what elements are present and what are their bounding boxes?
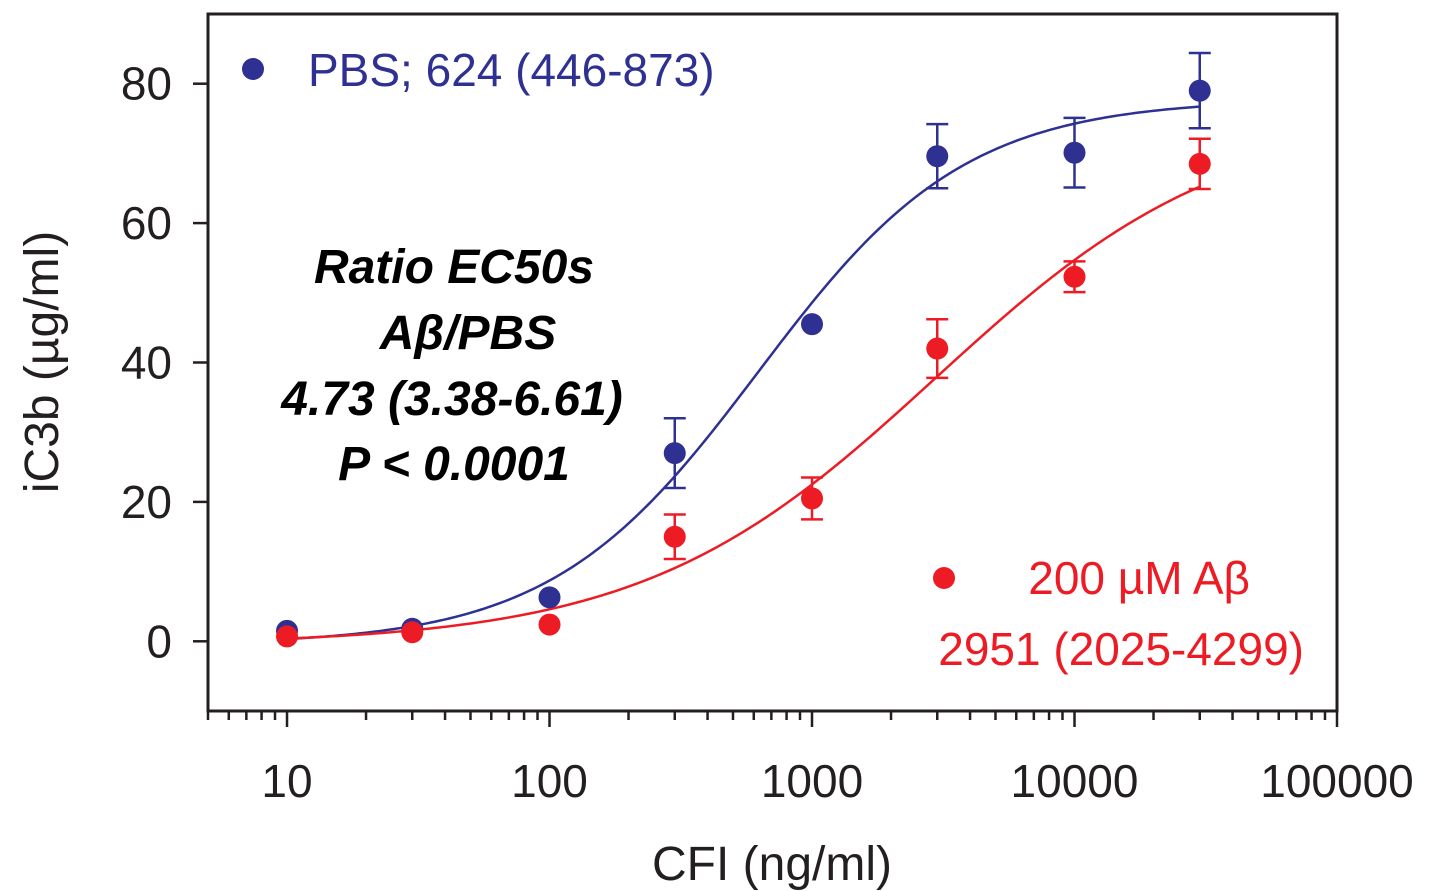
x-axis-label: CFI (ng/ml) [652,838,892,891]
data-point-series-1 [276,625,299,648]
fit-curves [286,105,1201,641]
legend-abeta-marker [933,567,955,589]
y-tick-label: 40 [121,337,172,389]
y-tick-labels: 0 20 40 60 80 [121,58,172,668]
data-point-series-0 [1188,79,1211,102]
x-tick-label: 100000 [1260,755,1414,807]
x-tick-label: 10 [261,755,312,807]
x-tick-label: 100 [511,755,588,807]
x-tick-label: 10000 [1011,755,1139,807]
y-axis-ticks [193,82,208,643]
annotation-line-2: Aβ/PBS [379,307,556,360]
y-tick-label: 20 [121,476,172,528]
annotation-line-3: 4.73 (3.38-6.61) [280,373,623,426]
x-tick-labels: 10 100 1000 10000 100000 [261,755,1413,807]
data-point-series-1 [926,337,949,360]
data-point-series-0 [926,145,949,168]
data-point-series-1 [663,525,686,548]
legend-abeta-label: 200 µM Aβ [1028,552,1250,604]
data-point-series-1 [1188,152,1211,175]
y-axis-label: iC3b (µg/ml) [16,231,69,493]
legend-pbs-marker [242,58,264,80]
plot-frame [206,12,1339,713]
legend-pbs-label: PBS; 624 (446-873) [308,44,715,96]
data-point-series-0 [663,442,686,465]
annotation-line-4: P < 0.0001 [338,438,570,491]
fit-curve-1 [286,185,1201,640]
data-point-series-0 [1063,141,1086,164]
data-point-series-1 [538,613,561,636]
annotation-line-1: Ratio EC50s [314,241,594,294]
legend-abeta-ec50: 2951 (2025-4299) [938,623,1304,675]
x-tick-label: 1000 [761,755,863,807]
fit-curve-0 [286,105,1200,641]
y-tick-label: 80 [121,58,172,110]
legend-pbs: PBS; 624 (446-873) [242,44,715,96]
y-tick-label: 60 [121,197,172,249]
data-points [276,51,1211,648]
data-point-series-1 [801,487,824,510]
y-tick-label: 0 [146,615,172,667]
legend-abeta: 200 µM Aβ 2951 (2025-4299) [933,552,1304,675]
data-point-series-1 [1063,265,1086,288]
x-axis-ticks [206,711,1339,727]
data-point-series-0 [538,586,561,609]
ratio-annotation: Ratio EC50s Aβ/PBS 4.73 (3.38-6.61) P < … [280,241,623,491]
data-point-series-0 [801,313,824,336]
data-point-series-1 [401,621,424,644]
